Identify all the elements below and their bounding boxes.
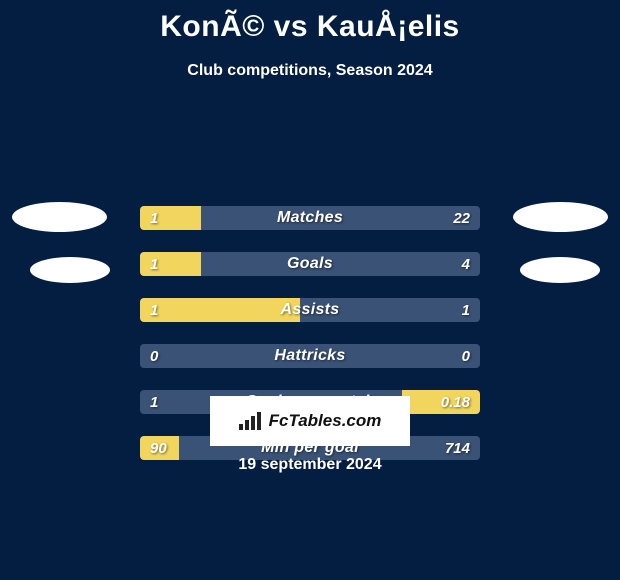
stat-row: Matches1 22 <box>140 206 480 230</box>
stat-value-right: 4 <box>452 252 480 276</box>
stat-label: Goals <box>140 252 480 276</box>
logo-box: FcTables.com <box>210 396 410 446</box>
stat-value-right: 1 <box>452 298 480 322</box>
stat-label: Assists <box>140 298 480 322</box>
stat-value-left: 1 <box>140 252 168 276</box>
player1-shadow <box>30 257 110 283</box>
stat-value-right: 0.18 <box>431 390 480 414</box>
page-title: KonÃ© vs KauÅ¡elis <box>0 0 620 44</box>
date-label: 19 september 2024 <box>0 456 620 474</box>
stat-label: Matches <box>140 206 480 230</box>
stat-value-left: 1 <box>140 390 168 414</box>
stat-value-left: 0 <box>140 344 168 368</box>
player2-shadow <box>520 257 600 283</box>
logo-text: FcTables.com <box>269 411 382 431</box>
stat-label: Hattricks <box>140 344 480 368</box>
player1-avatar-placeholder <box>12 202 107 232</box>
player2-avatar-placeholder <box>513 202 608 232</box>
stat-row: Hattricks0 0 <box>140 344 480 368</box>
stat-row: Goals1 4 <box>140 252 480 276</box>
bar-chart-icon <box>239 412 263 430</box>
stat-value-left: 1 <box>140 206 168 230</box>
stat-row: Assists1 1 <box>140 298 480 322</box>
stat-value-right: 0 <box>452 344 480 368</box>
subtitle: Club competitions, Season 2024 <box>0 62 620 80</box>
stat-value-left: 1 <box>140 298 168 322</box>
stat-value-right: 22 <box>443 206 480 230</box>
